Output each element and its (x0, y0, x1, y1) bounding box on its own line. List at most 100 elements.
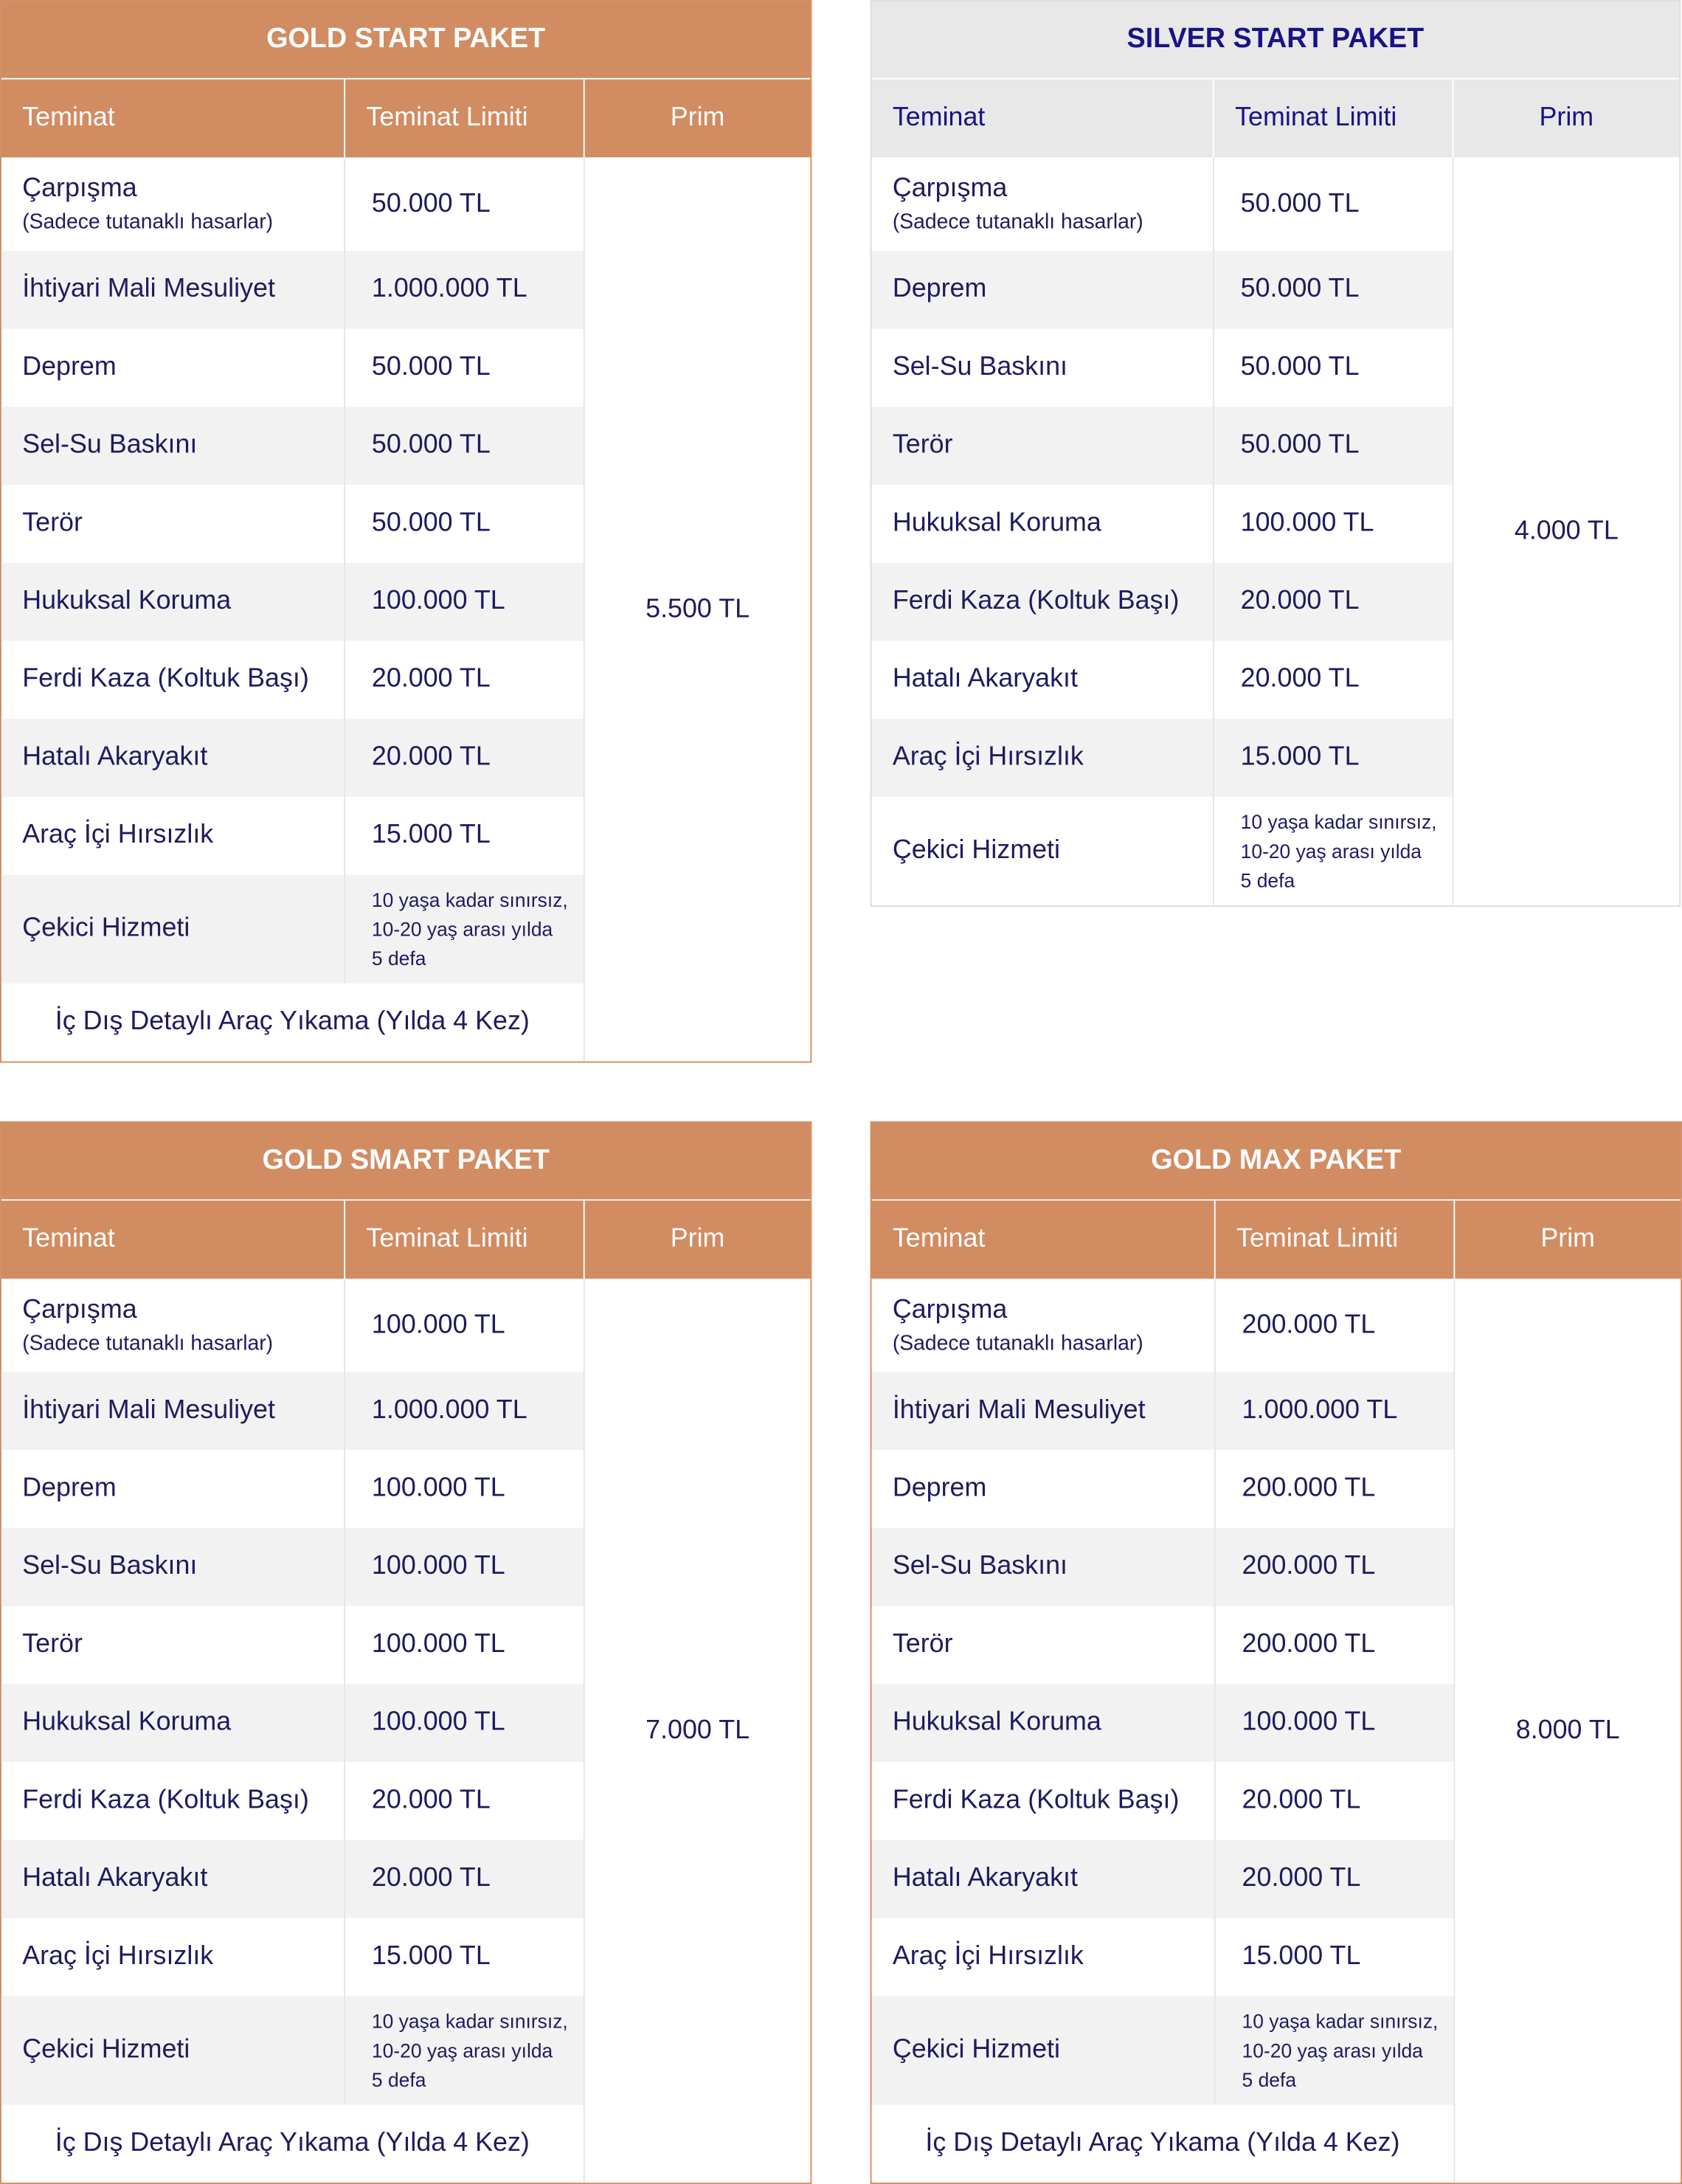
coverage-cell: Deprem (871, 250, 1214, 329)
coverage-cell: Sel-Su Baskını (1, 1527, 346, 1606)
coverage-note: (Sadece tutanaklı hasarlar) (892, 1331, 1143, 1355)
limit-cell: 20.000 TL (1216, 1762, 1456, 1840)
limit: 20.000 TL (371, 664, 491, 694)
coverage: Hatalı Akaryakıt (22, 742, 208, 772)
limit-cell: 1.000.000 TL (1215, 1372, 1456, 1451)
limit: 50.000 TL (371, 188, 491, 218)
coverage-cell: Hatalı Akaryakıt (1, 1839, 346, 1918)
coverage: Araç İçi Hırsızlık (22, 1941, 214, 1972)
coverage: İhtiyari Mali Mesuliyet (892, 1395, 1146, 1426)
coverage-cell: Sel-Su Baskını (871, 1527, 1216, 1606)
coverage-cell: Araç İçi Hırsızlık (1, 1918, 346, 1997)
coverage: Hatalı Akaryakıt (892, 664, 1078, 694)
limit: 200.000 TL (1242, 1310, 1376, 1340)
coverage-note: (Sadece tutanaklı hasarlar) (892, 210, 1143, 235)
limit-cell: 100.000 TL (345, 1606, 585, 1684)
limit: 100.000 TL (371, 586, 505, 616)
coverage: Çekici Hizmeti (22, 913, 190, 944)
table-title: SILVER START PAKET (871, 1, 1680, 80)
limit-cell: 200.000 TL (1216, 1450, 1456, 1528)
limit-cell: 50.000 TL (345, 407, 585, 485)
coverage: Deprem (22, 352, 117, 382)
limit: 15.000 TL (1242, 1941, 1361, 1972)
limit-line: 10-20 yaş arası yılda (1240, 839, 1422, 862)
limit: 50.000 TL (371, 430, 491, 460)
coverage: Ferdi Kaza (Koltuk Başı) (22, 664, 309, 694)
column-header: Prim (584, 1200, 811, 1279)
limit-cell: 15.000 TL (345, 796, 585, 875)
coverage: Hatalı Akaryakıt (892, 1863, 1078, 1893)
limit-cell: 100.000 TL (345, 1450, 585, 1528)
limit: 100.000 TL (371, 1552, 505, 1581)
coverage: Çekici Hizmeti (892, 2035, 1060, 2064)
coverage-cell: Sel-Su Baskını (872, 328, 1214, 407)
limit-cell: 50.000 TL (1214, 157, 1454, 251)
package-table: GOLD START PAKET Teminat Teminat Limiti Pri… (0, 0, 812, 1063)
limit-cell: 10 yaşa kadar sınırsız, 10-20 yaş arası y… (345, 874, 585, 984)
coverage-cell: Ferdi Kaza (Koltuk Başı) (1, 640, 346, 719)
premium: 4.000 TL (1453, 157, 1680, 906)
coverage: Ferdi Kaza (Koltuk Başı) (892, 586, 1180, 616)
limit: 100.000 TL (1242, 1707, 1376, 1738)
limit-line: 10-20 yaş arası yılda (1242, 2038, 1423, 2061)
coverage-cell: Hukuksal Koruma (1, 562, 346, 641)
coverage: Terör (22, 508, 83, 538)
limit-cell: 50.000 TL (1214, 250, 1454, 329)
limit-line: 10 yaşa kadar sınırsız, (1242, 2009, 1439, 2032)
column-header: Prim (1455, 1200, 1681, 1279)
limit-cell: 100.000 TL (345, 562, 585, 641)
limit-cell: 50.000 TL (345, 328, 585, 407)
limit: 50.000 TL (371, 352, 491, 382)
limit-line: 10 yaşa kadar sınırsız, (1240, 809, 1437, 832)
limit: 20.000 TL (371, 742, 491, 772)
extra-service: İç Dış Detaylı Araç Yıkama (Yılda 4 Kez) (1, 983, 585, 1062)
column-header: Teminat Limiti (345, 1200, 585, 1279)
limit-cell: 15.000 TL (1216, 1918, 1456, 1997)
coverage-cell: İhtiyari Mali Mesuliyet (1, 1372, 346, 1451)
coverage-cell: Hukuksal Koruma (872, 484, 1214, 563)
coverage-cell: Çekici Hizmeti (1, 874, 346, 984)
coverage-cell: Terör (1, 1606, 346, 1684)
limit-cell: 10 yaşa kadar sınırsız, 10-20 yaş arası y… (345, 1996, 585, 2105)
package-table: SILVER START PAKET Teminat Teminat Limiti P… (870, 0, 1681, 907)
limit: 200.000 TL (1242, 1629, 1376, 1659)
limit: 20.000 TL (1242, 1786, 1361, 1815)
limit-line: 10-20 yaş arası yılda (371, 917, 553, 940)
coverage-cell: İhtiyari Mali Mesuliyet (1, 250, 346, 329)
coverage-cell: Çekici Hizmeti (1, 1996, 346, 2105)
coverage: Deprem (892, 1473, 987, 1503)
limit-cell: 50.000 TL (1214, 407, 1454, 485)
premium: 8.000 TL (1455, 1279, 1681, 2183)
limit-cell: 20.000 TL (1214, 640, 1454, 719)
limit-cell: 50.000 TL (1214, 328, 1454, 407)
limit-cell: 50.000 TL (345, 157, 585, 251)
coverage: Çarpışma (22, 1295, 137, 1325)
limit: 20.000 TL (1242, 1863, 1361, 1893)
coverage: Hukuksal Koruma (892, 1707, 1101, 1738)
coverage: Terör (892, 430, 953, 460)
coverage-cell: Terör (872, 1606, 1216, 1684)
limit: 50.000 TL (1240, 188, 1360, 218)
coverage: Çekici Hizmeti (892, 835, 1060, 865)
limit-cell: 15.000 TL (345, 1918, 585, 1997)
coverage: Ferdi Kaza (Koltuk Başı) (22, 1786, 309, 1815)
limit-cell: 10 yaşa kadar sınırsız, 10-20 yaş arası y… (1215, 1996, 1456, 2105)
coverage-cell: Ferdi Kaza (Koltuk Başı) (871, 562, 1214, 641)
coverage-cell: Çarpışma (Sadece tutanaklı hasarlar) (1, 157, 346, 251)
limit: 50.000 TL (371, 508, 491, 538)
limit: 20.000 TL (371, 1786, 491, 1815)
coverage: Ferdi Kaza (Koltuk Başı) (892, 1786, 1180, 1815)
coverage-cell: Deprem (1, 1450, 346, 1528)
limit-cell: 50.000 TL (345, 484, 585, 563)
limit-cell: 200.000 TL (1216, 1606, 1456, 1684)
limit-line: 5 defa (371, 946, 426, 969)
coverage: Hatalı Akaryakıt (22, 1863, 208, 1893)
coverage-cell: Çarpışma (Sadece tutanaklı hasarlar) (872, 157, 1214, 251)
coverage-cell: Terör (871, 407, 1214, 485)
limit-line: 10 yaşa kadar sınırsız, (371, 888, 568, 910)
limit-cell: 20.000 TL (1214, 562, 1454, 641)
limit: 15.000 TL (371, 820, 491, 850)
table-title: GOLD MAX PAKET (871, 1122, 1681, 1201)
